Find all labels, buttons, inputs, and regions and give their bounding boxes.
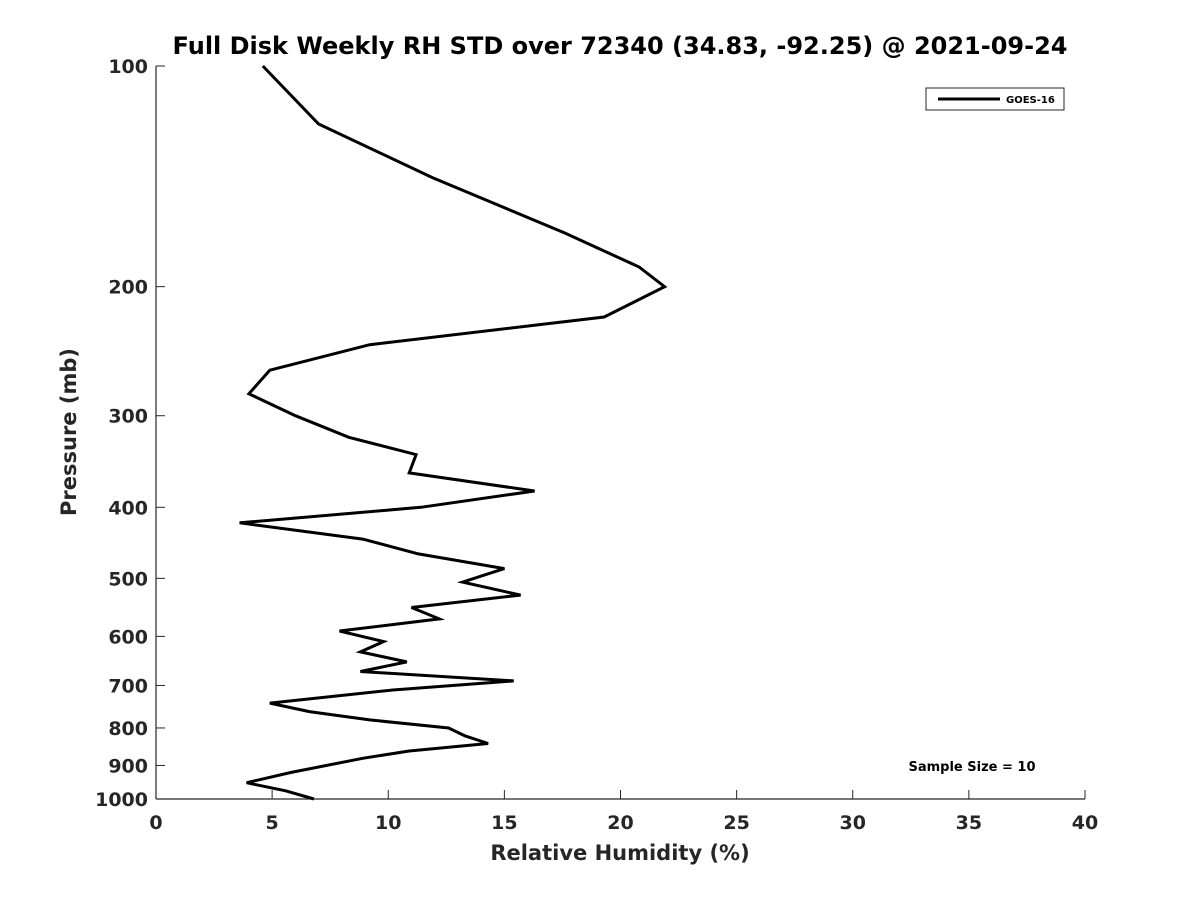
x-tick-label: 5 bbox=[266, 812, 279, 834]
y-tick-label: 600 bbox=[108, 626, 148, 648]
x-axis-label: Relative Humidity (%) bbox=[490, 841, 749, 865]
y-tick-label: 500 bbox=[108, 568, 148, 590]
y-axis-label: Pressure (mb) bbox=[57, 348, 81, 516]
x-tick-label: 35 bbox=[956, 812, 982, 834]
plot-area: 0 5 10 15 20 25 30 35 40 100 200 300 400 500 600 700 80… bbox=[95, 56, 1098, 834]
y-tick-label: 300 bbox=[108, 406, 148, 428]
x-tick-label: 20 bbox=[607, 812, 633, 834]
x-ticks: 0 5 10 15 20 25 30 35 40 bbox=[149, 790, 1098, 834]
y-tick-label: 1000 bbox=[95, 789, 148, 811]
series-line-goes-16 bbox=[239, 64, 668, 801]
x-tick-label: 10 bbox=[375, 812, 401, 834]
x-tick-label: 25 bbox=[723, 812, 749, 834]
x-tick-label: 0 bbox=[149, 812, 162, 834]
y-tick-label: 700 bbox=[108, 675, 148, 697]
y-ticks: 100 200 300 400 500 600 700 800 900 1000 bbox=[95, 56, 165, 811]
series-layer bbox=[239, 64, 668, 801]
legend: GOES-16 bbox=[925, 87, 1065, 111]
x-tick-label: 15 bbox=[491, 812, 517, 834]
sample-size-annotation: Sample Size = 10 bbox=[908, 760, 1035, 775]
y-tick-label: 800 bbox=[108, 718, 148, 740]
y-tick-label: 100 bbox=[108, 56, 148, 78]
x-tick-label: 40 bbox=[1072, 812, 1098, 834]
legend-series-label: GOES-16 bbox=[1006, 95, 1055, 106]
chart-title: Full Disk Weekly RH STD over 72340 (34.8… bbox=[173, 32, 1068, 60]
y-tick-label: 400 bbox=[108, 497, 148, 519]
y-tick-label: 900 bbox=[108, 755, 148, 777]
x-tick-label: 30 bbox=[840, 812, 866, 834]
y-tick-label: 200 bbox=[108, 277, 148, 299]
